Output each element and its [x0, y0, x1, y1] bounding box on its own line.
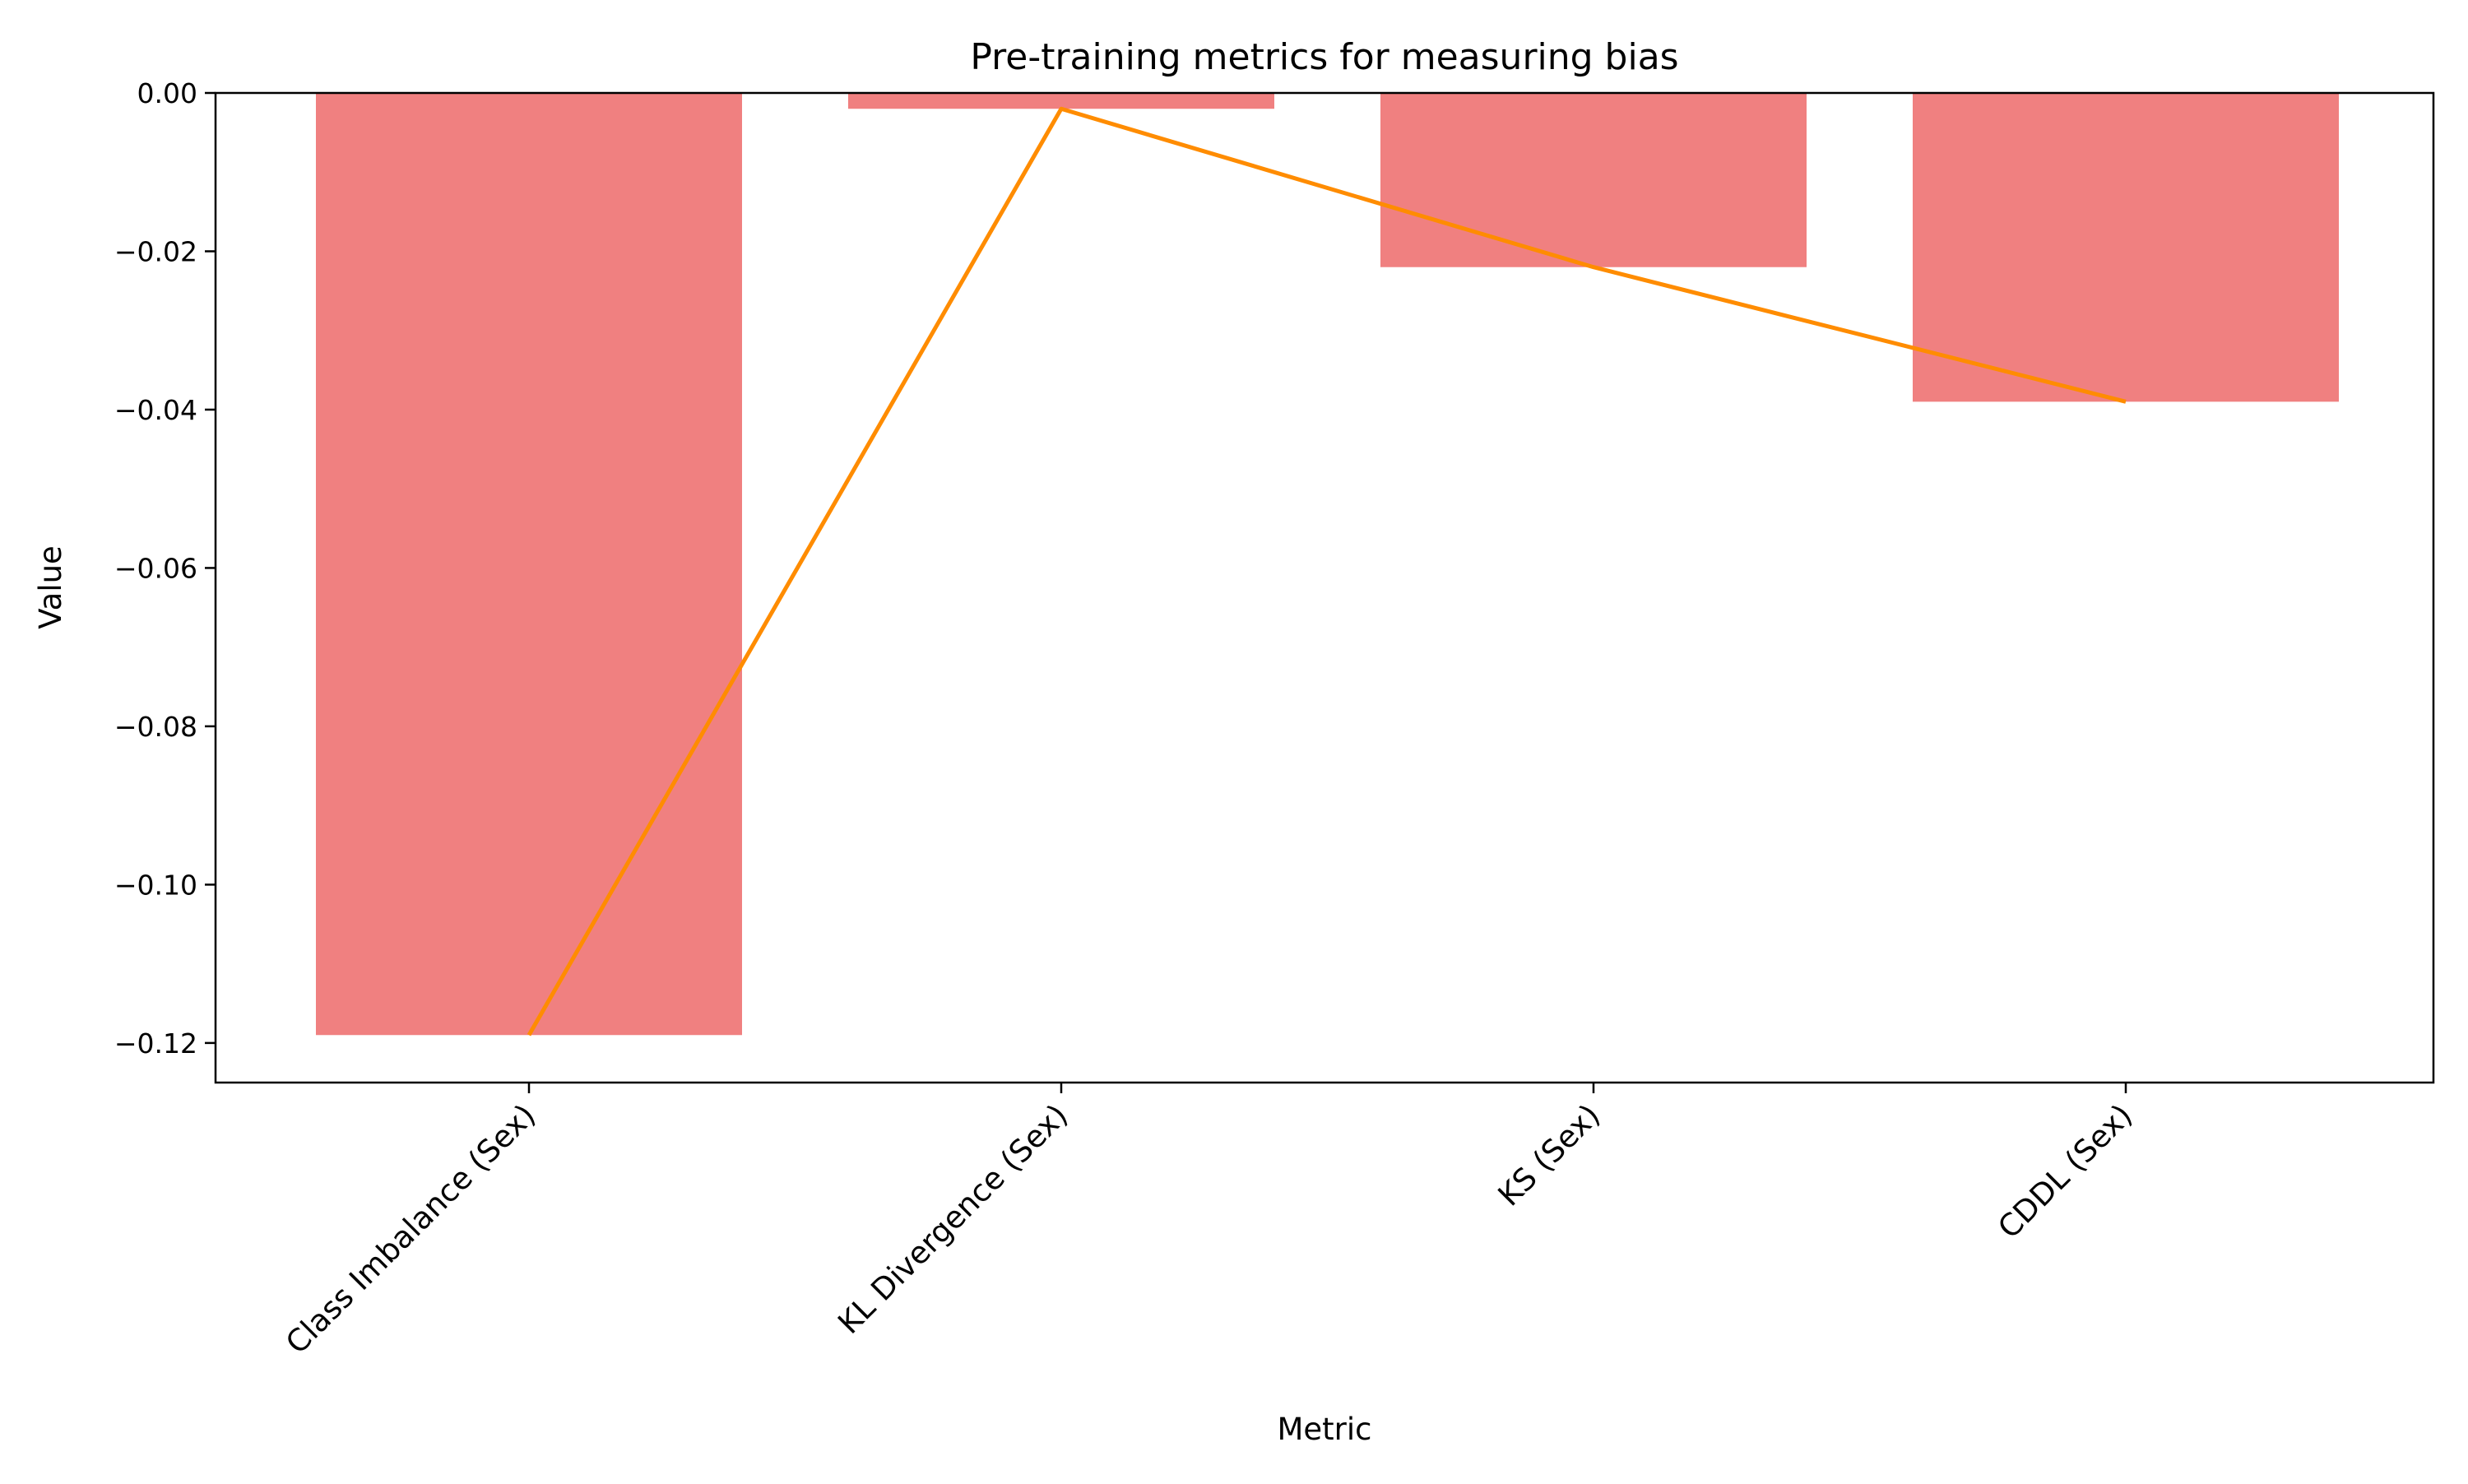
y-tick-label: −0.10 [114, 869, 197, 901]
y-axis-label: Value [33, 545, 68, 629]
y-tick-label: −0.08 [114, 711, 197, 743]
y-ticks-layer: 0.00 −0.02 −0.04 −0.06 −0.08 −0.10 −0.12 [114, 77, 216, 1060]
y-tick-label: −0.02 [114, 235, 197, 267]
y-tick-label: −0.12 [114, 1027, 197, 1060]
y-tick-label: −0.06 [114, 552, 197, 584]
x-ticks-layer: Class Imbalance (Sex) KL Divergence (Sex)… [279, 1083, 2139, 1361]
x-axis-label: Metric [1277, 1412, 1371, 1447]
x-tick-label: Class Imbalance (Sex) [279, 1097, 542, 1361]
bar [316, 93, 742, 1036]
x-tick-label: CDDL (Sex) [1991, 1097, 2139, 1245]
x-tick-label: KL Divergence (Sex) [831, 1097, 1074, 1341]
bar [848, 93, 1274, 109]
bar [1380, 93, 1807, 267]
bar [1913, 93, 2339, 402]
line-layer [527, 106, 2127, 1036]
series-line [527, 106, 2127, 1036]
bars-layer [316, 93, 2339, 1036]
plot-frame [214, 91, 2435, 1084]
chart-title: Pre-training metrics for measuring bias [970, 36, 1678, 78]
y-tick-label: 0.00 [137, 77, 197, 109]
x-tick-label: KS (Sex) [1491, 1097, 1607, 1213]
y-tick-label: −0.04 [114, 394, 197, 426]
